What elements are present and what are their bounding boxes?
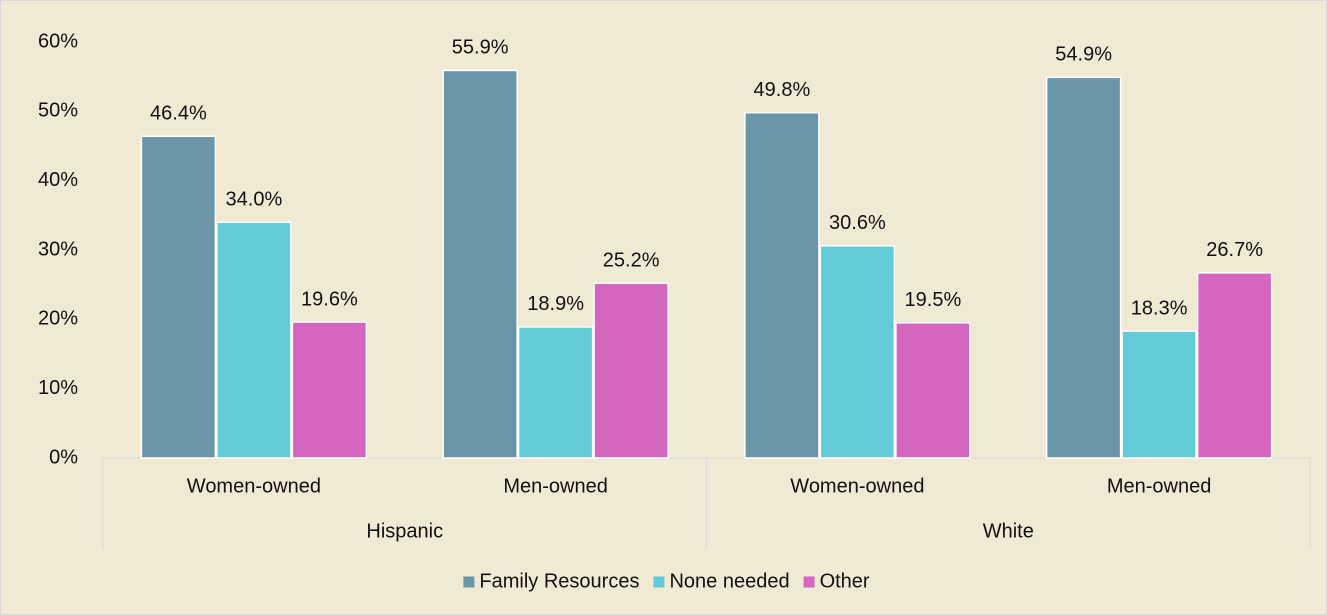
- data-label: 18.9%: [527, 293, 584, 315]
- group-label: Hispanic: [366, 520, 443, 542]
- x-tick-label: Men-owned: [1107, 475, 1212, 497]
- data-label: 46.4%: [150, 103, 207, 125]
- legend-label: None needed: [669, 570, 789, 592]
- bar: [1196, 272, 1273, 459]
- legend-swatch: [803, 576, 815, 588]
- y-tick-label: 30%: [38, 238, 78, 260]
- data-label: 18.3%: [1131, 297, 1188, 319]
- bar: [442, 69, 518, 459]
- data-label: 26.7%: [1206, 239, 1263, 261]
- legend-swatch: [463, 576, 475, 588]
- bar: [895, 322, 971, 459]
- legend-label: Other: [820, 570, 870, 592]
- data-label: 30.6%: [829, 212, 886, 234]
- bar: [291, 321, 368, 459]
- data-label: 55.9%: [452, 37, 509, 59]
- x-tick-label: Men-owned: [503, 475, 608, 497]
- data-label: 54.9%: [1055, 44, 1112, 66]
- y-tick-label: 20%: [38, 308, 78, 330]
- legend-label: Family Resources: [479, 570, 639, 592]
- data-label: 34.0%: [226, 189, 283, 211]
- bar: [216, 221, 292, 459]
- bar: [517, 326, 594, 459]
- bar: [1121, 330, 1197, 459]
- data-label: 19.6%: [301, 288, 358, 310]
- data-label: 25.2%: [603, 250, 660, 272]
- data-label: 49.8%: [754, 79, 811, 101]
- y-tick-label: 40%: [38, 169, 78, 191]
- bar: [593, 282, 669, 459]
- bar: [744, 111, 820, 459]
- group-label: White: [983, 520, 1034, 542]
- y-tick-label: 10%: [38, 377, 78, 399]
- x-tick-label: Women-owned: [187, 475, 321, 497]
- data-label: 19.5%: [905, 289, 962, 311]
- bar: [819, 245, 896, 459]
- legend-swatch: [653, 576, 665, 588]
- bar: [140, 135, 217, 459]
- y-tick-label: 50%: [38, 100, 78, 122]
- y-tick-label: 60%: [38, 30, 78, 52]
- bar: [1045, 76, 1122, 459]
- x-tick-label: Women-owned: [790, 475, 924, 497]
- y-tick-label: 0%: [49, 446, 78, 468]
